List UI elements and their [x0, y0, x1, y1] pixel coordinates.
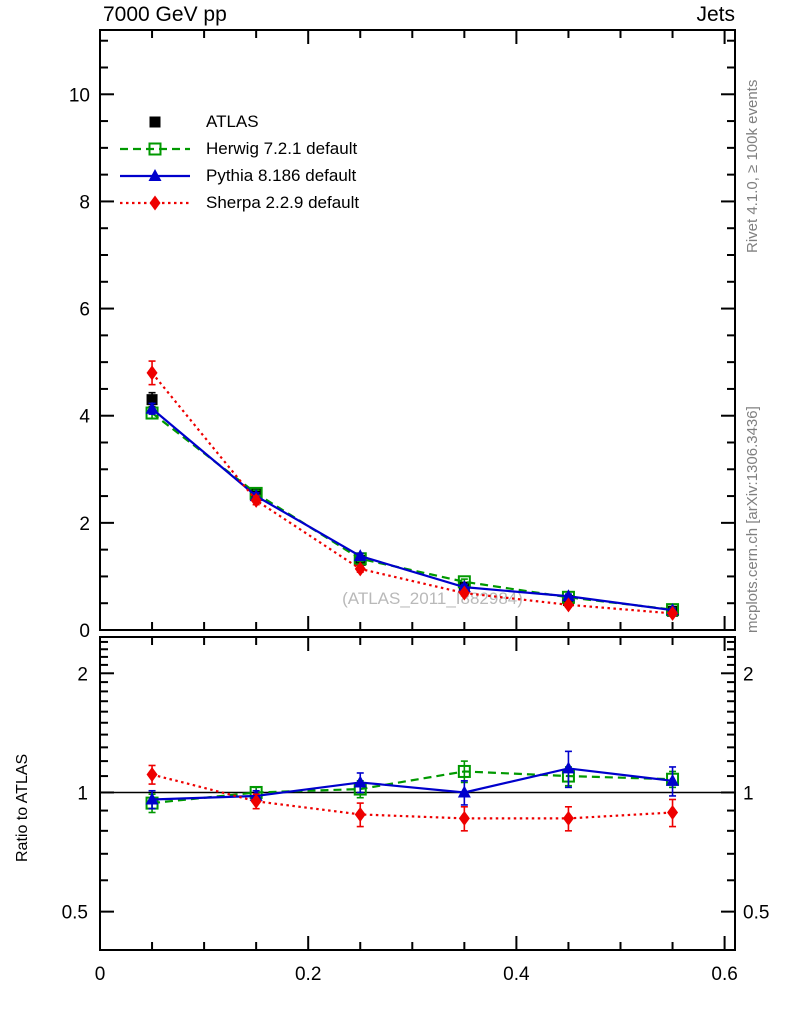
legend-item-label: Pythia 8.186 default	[206, 166, 357, 185]
legend-item-label: ATLAS	[206, 112, 259, 131]
legend: ATLAS Herwig 7.2.1 default Pythia 8.186 de…	[116, 108, 359, 216]
main-y-tick-label: 10	[69, 85, 90, 106]
x-axis-ticks	[99, 30, 726, 630]
pythia-line	[151, 407, 673, 612]
ratio-y-tick-label-right: 0.5	[743, 903, 769, 924]
ratio-y-tick-label-left: 2	[77, 664, 88, 685]
main-y-tick-label: 6	[79, 300, 90, 321]
legend-item-label: Sherpa 2.2.9 default	[206, 193, 360, 212]
pythia-line	[152, 767, 673, 801]
atlas-markers	[146, 394, 679, 617]
ratio-y-tick-label-left: 0.5	[62, 903, 88, 924]
herwig-markers	[145, 406, 680, 617]
legend-item-label: Herwig 7.2.1 default	[206, 139, 358, 158]
herwig-line	[151, 770, 673, 805]
x-tick-label: 0.6	[711, 964, 737, 985]
ratio-y-tick-label-right: 1	[743, 783, 754, 804]
ratio-panel-frame	[99, 636, 736, 951]
sherpa-legend-marker-icon	[120, 195, 190, 210]
main-series-pythia	[145, 401, 680, 616]
sherpa-error-bars	[148, 764, 677, 832]
atlas-legend-marker-icon	[149, 116, 161, 127]
main-panel-frame	[99, 29, 736, 631]
main-y-tick-label: 2	[79, 514, 90, 535]
pythia-legend-marker-icon	[120, 168, 190, 181]
herwig-legend-marker-icon	[120, 142, 190, 155]
main-series-sherpa	[146, 360, 679, 621]
main-y-axis-ticks: 0 2 4 6 8 10	[69, 39, 735, 642]
x-tick-label: 0	[95, 964, 106, 985]
main-y-tick-label: 4	[79, 407, 90, 428]
pythia-markers	[145, 401, 680, 616]
sherpa-line	[151, 372, 673, 615]
page-title: 7000 GeV pp	[103, 3, 227, 26]
main-series-herwig	[145, 406, 680, 617]
x-tick-label: 0.2	[295, 964, 321, 985]
main-series-atlas	[146, 391, 679, 617]
ratio-y-tick-label-left: 1	[77, 783, 88, 804]
ratio-y-axis-ticks: 0.5 0.5 1 1 2 2	[62, 640, 769, 951]
ratio-y-tick-label-right: 2	[743, 664, 754, 685]
atlas-error-bars	[148, 391, 677, 614]
sherpa-markers	[146, 767, 679, 826]
legend-item-sherpa: Sherpa 2.2.9 default	[116, 189, 359, 216]
ratio-series-sherpa	[146, 764, 679, 832]
x-axis-ticks: 0 0.2 0.4 0.6	[95, 637, 738, 985]
main-y-tick-label: 0	[79, 621, 90, 642]
sherpa-error-bars	[148, 360, 677, 616]
observable-title: Jets	[696, 3, 735, 26]
sherpa-line	[151, 773, 673, 820]
sherpa-markers	[146, 365, 679, 621]
x-tick-label: 0.4	[503, 964, 530, 985]
legend-item-pythia: Pythia 8.186 default	[116, 162, 359, 189]
legend-item-herwig: Herwig 7.2.1 default	[116, 135, 359, 162]
main-y-tick-label: 8	[79, 192, 90, 213]
legend-item-atlas: ATLAS	[116, 108, 359, 135]
